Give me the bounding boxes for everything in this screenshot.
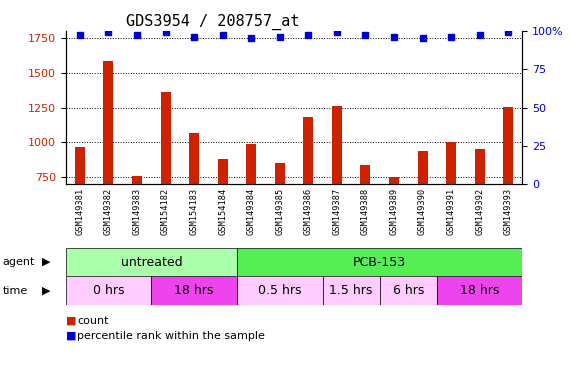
- Text: GSM149381: GSM149381: [75, 187, 85, 235]
- Text: 18 hrs: 18 hrs: [175, 285, 214, 297]
- Bar: [323, 276, 380, 305]
- Text: GSM149385: GSM149385: [275, 187, 284, 235]
- Bar: [303, 117, 313, 184]
- Text: GSM149390: GSM149390: [418, 187, 427, 235]
- Bar: [437, 276, 522, 305]
- Text: PCB-153: PCB-153: [353, 256, 407, 268]
- Bar: [218, 159, 228, 184]
- Text: 0 hrs: 0 hrs: [93, 285, 124, 297]
- Bar: [417, 151, 428, 184]
- Text: GSM149387: GSM149387: [332, 187, 341, 235]
- Text: GSM149388: GSM149388: [361, 187, 370, 235]
- Text: GSM149386: GSM149386: [304, 187, 313, 235]
- Text: GSM149393: GSM149393: [504, 187, 513, 235]
- Bar: [66, 248, 237, 276]
- Text: GSM149383: GSM149383: [132, 187, 142, 235]
- Text: GSM149384: GSM149384: [247, 187, 256, 235]
- Bar: [189, 133, 199, 184]
- Bar: [132, 176, 142, 184]
- Text: GSM149389: GSM149389: [389, 187, 399, 235]
- Bar: [389, 177, 399, 184]
- Bar: [160, 92, 171, 184]
- Text: time: time: [3, 286, 28, 296]
- Bar: [275, 163, 285, 184]
- Text: ▶: ▶: [42, 286, 50, 296]
- Text: ■: ■: [66, 316, 76, 326]
- Bar: [446, 142, 456, 184]
- Bar: [75, 147, 85, 184]
- Text: 6 hrs: 6 hrs: [393, 285, 424, 297]
- Text: GDS3954 / 208757_at: GDS3954 / 208757_at: [126, 13, 299, 30]
- Text: percentile rank within the sample: percentile rank within the sample: [77, 331, 265, 341]
- Text: GSM149382: GSM149382: [104, 187, 113, 235]
- Bar: [332, 106, 342, 184]
- Bar: [237, 276, 323, 305]
- Bar: [503, 107, 513, 184]
- Bar: [380, 276, 437, 305]
- Text: ■: ■: [66, 331, 76, 341]
- Text: untreated: untreated: [120, 256, 182, 268]
- Text: GSM154184: GSM154184: [218, 187, 227, 235]
- Text: 1.5 hrs: 1.5 hrs: [329, 285, 373, 297]
- Bar: [360, 165, 371, 184]
- Bar: [237, 248, 522, 276]
- Text: agent: agent: [3, 257, 35, 267]
- Text: ▶: ▶: [42, 257, 50, 267]
- Text: 0.5 hrs: 0.5 hrs: [258, 285, 301, 297]
- Text: GSM154183: GSM154183: [190, 187, 199, 235]
- Bar: [151, 276, 237, 305]
- Text: 18 hrs: 18 hrs: [460, 285, 499, 297]
- Text: GSM149392: GSM149392: [475, 187, 484, 235]
- Bar: [66, 276, 151, 305]
- Bar: [475, 149, 485, 184]
- Text: GSM154182: GSM154182: [161, 187, 170, 235]
- Text: GSM149391: GSM149391: [447, 187, 456, 235]
- Bar: [246, 144, 256, 184]
- Bar: [103, 61, 114, 184]
- Text: count: count: [77, 316, 108, 326]
